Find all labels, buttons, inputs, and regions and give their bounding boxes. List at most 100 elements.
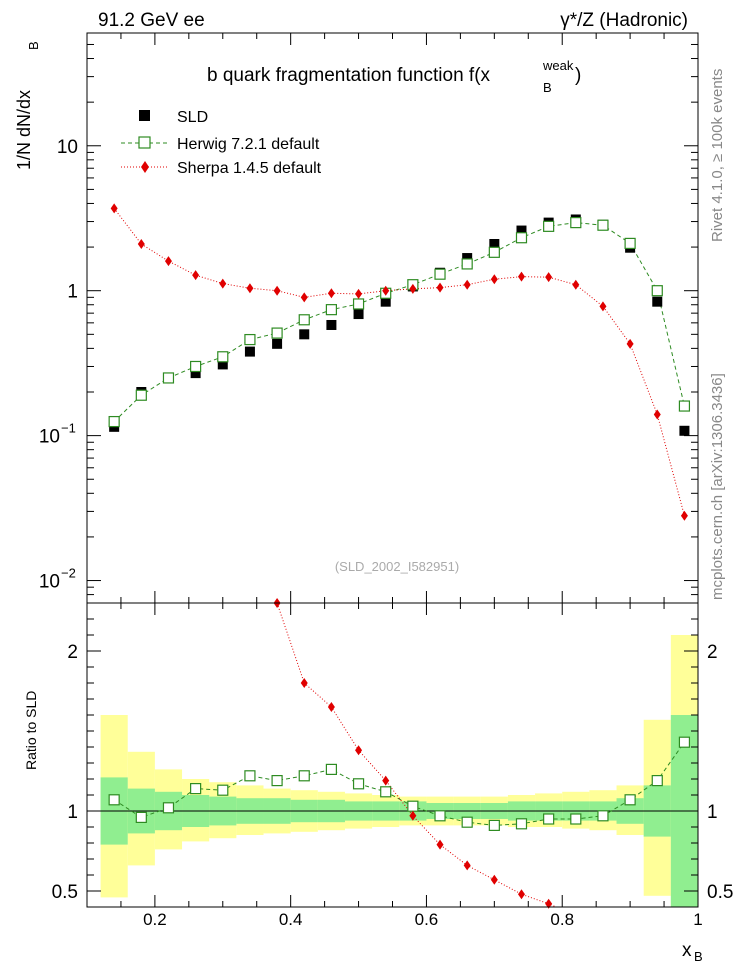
ratio-sherpa-point xyxy=(300,678,308,688)
ratio-herwig-line xyxy=(113,741,685,826)
y-tick-label-exponent: −1 xyxy=(61,421,76,436)
main-y-axis-title: 1/N dN/dx xyxy=(14,90,34,170)
herwig-point xyxy=(162,372,175,384)
ratio-sherpa-point xyxy=(517,889,525,900)
ratio-sherpa-point xyxy=(490,874,498,885)
ratio-herwig-point xyxy=(597,810,609,822)
sld-point xyxy=(190,368,201,379)
y-tick-label-exponent: −2 xyxy=(61,566,76,581)
sherpa-point xyxy=(626,338,634,349)
main-panel-background xyxy=(87,33,698,603)
herwig-point xyxy=(543,220,555,232)
legend-sld-marker xyxy=(139,110,150,121)
ratio-sherpa-point xyxy=(545,898,553,909)
ratio-herwig-point xyxy=(271,774,283,787)
sld-point xyxy=(489,239,500,250)
ratio-herwig-point xyxy=(325,763,337,776)
sherpa-point xyxy=(273,285,281,296)
herwig-point xyxy=(271,327,283,339)
ratio-y-tick-label-right: 1 xyxy=(707,802,718,823)
sherpa-point xyxy=(680,510,688,521)
sherpa-point xyxy=(545,272,553,283)
plot-title-subscript: B xyxy=(543,80,552,95)
ratio-herwig-point xyxy=(488,819,500,832)
sherpa-line xyxy=(113,208,685,516)
plot-title-superscript: weak xyxy=(542,58,574,73)
sld-point xyxy=(516,225,527,236)
ratio-sherpa-point xyxy=(436,839,444,850)
rivet-version-label: Rivet 4.1.0, ≥ 100k events xyxy=(709,69,726,242)
main-y-axis-label: 1/N dN/dx B xyxy=(14,41,41,170)
sherpa-point xyxy=(517,271,525,282)
plot-title-close: ) xyxy=(575,65,581,86)
ratio-herwig-point xyxy=(298,770,310,782)
ratio-herwig-point xyxy=(135,811,147,824)
herwig-point xyxy=(434,268,446,280)
herwig-curve xyxy=(113,222,685,422)
sld-point xyxy=(652,296,663,307)
x-tick-label: 0.2 xyxy=(143,910,167,929)
sherpa-point xyxy=(463,279,471,290)
herwig-point xyxy=(244,333,256,346)
herwig-point xyxy=(461,258,473,270)
analysis-id-label: (SLD_2002_I582951) xyxy=(335,559,459,574)
legend-sherpa-label: Sherpa 1.4.5 default xyxy=(177,160,322,177)
ratio-herwig-curve xyxy=(113,741,685,826)
herwig-point xyxy=(325,304,337,316)
sld-point xyxy=(679,425,690,436)
sld-point xyxy=(326,319,337,330)
ratio-herwig-point xyxy=(515,818,528,830)
mcplots-source-label: mcplots.cern.ch [arXiv:1306.3436] xyxy=(709,373,726,600)
sherpa-point xyxy=(137,239,145,250)
sherpa-point xyxy=(219,278,227,289)
sherpa-point xyxy=(599,301,607,312)
sherpa-point xyxy=(192,270,200,281)
herwig-point xyxy=(570,217,582,229)
ratio-sherpa-point xyxy=(409,810,417,821)
legend: SLD Herwig 7.2.1 default Sherpa 1.4.5 de… xyxy=(121,109,322,177)
legend-sherpa-marker xyxy=(141,161,149,173)
sld-point xyxy=(272,338,283,349)
legend-sld-label: SLD xyxy=(177,109,208,126)
ratio-herwig-point xyxy=(624,794,636,806)
process-label: γ*/Z (Hadronic) xyxy=(560,10,688,31)
herwig-point xyxy=(190,360,202,373)
ratio-y-tick-label: 2 xyxy=(67,642,78,663)
sld-point xyxy=(353,309,364,320)
ratio-herwig-point xyxy=(380,786,392,798)
main-y-axis-subscript: B xyxy=(26,41,41,50)
herwig-line xyxy=(113,222,685,422)
sld-point xyxy=(462,253,473,264)
ratio-herwig-point xyxy=(543,813,555,825)
ratio-herwig-point xyxy=(678,736,691,748)
sherpa-point xyxy=(572,279,580,290)
ratio-y-tick-label-right: 2 xyxy=(707,642,718,663)
ratio-y-tick-label: 0.5 xyxy=(52,882,78,903)
sld-point xyxy=(217,359,228,370)
ratio-herwig-point xyxy=(434,810,446,822)
main-data-marks xyxy=(108,203,691,521)
ratio-sherpa-point xyxy=(327,702,335,712)
herwig-point xyxy=(217,351,229,363)
plot-title: b quark fragmentation function f(x xyxy=(207,65,491,86)
herwig-point xyxy=(515,232,528,244)
legend-herwig-marker xyxy=(138,136,151,149)
ratio-y-tick-label-right: 0.5 xyxy=(707,882,733,903)
herwig-point xyxy=(597,219,609,231)
sherpa-point xyxy=(327,288,335,299)
ratio-herwig-point xyxy=(217,784,229,796)
herwig-point xyxy=(624,237,636,250)
sherpa-point xyxy=(246,283,254,294)
sherpa-point xyxy=(355,288,363,299)
y-tick-label: 1 xyxy=(67,282,78,303)
x-axis-title: x xyxy=(682,940,692,961)
x-tick-label: 0.6 xyxy=(415,910,439,929)
ratio-data-marks xyxy=(108,598,691,909)
herwig-point xyxy=(298,314,310,326)
x-axis: 0.2 0.4 0.6 0.8 1 xyxy=(86,33,703,929)
ratio-herwig-point xyxy=(190,782,202,795)
herwig-point xyxy=(108,415,120,428)
x-tick-label: 0.8 xyxy=(550,910,574,929)
